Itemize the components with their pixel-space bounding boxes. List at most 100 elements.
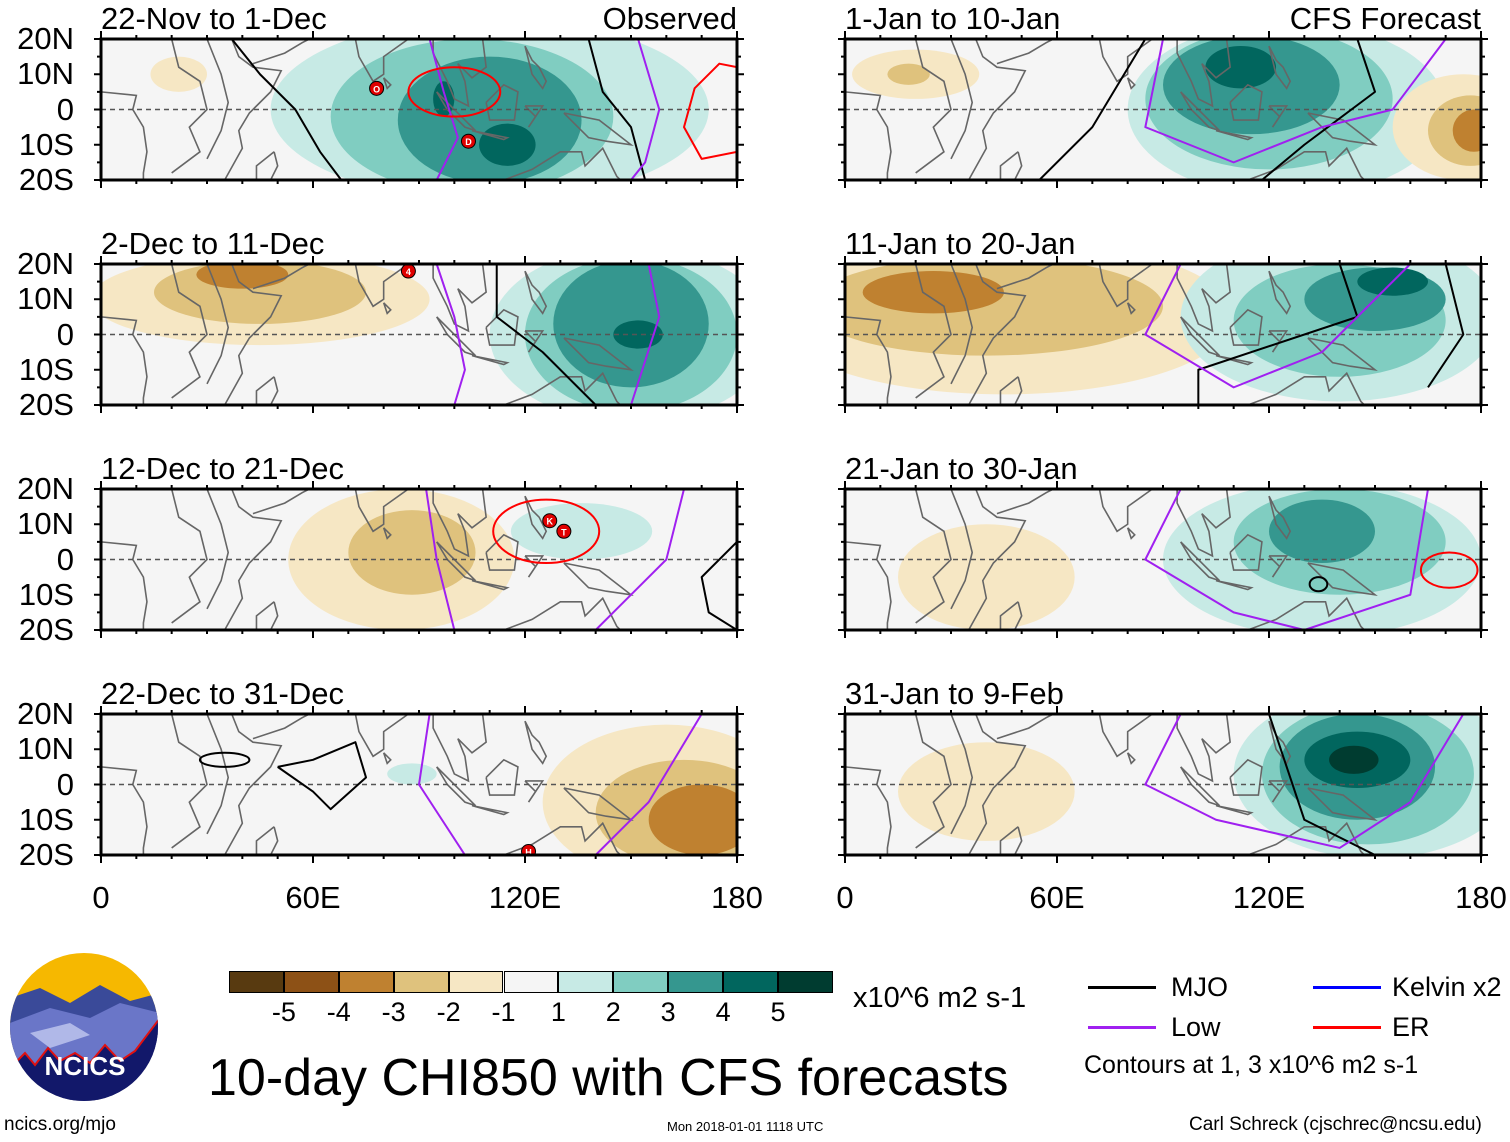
coastline bbox=[252, 39, 310, 65]
panel-title: 1-Jan to 10-Jan bbox=[845, 1, 1061, 36]
storm-marker: 4 bbox=[400, 264, 416, 279]
coastline bbox=[1126, 77, 1136, 90]
coastline bbox=[999, 151, 1023, 180]
timestamp: Mon 2018-01-01 1118 UTC bbox=[667, 1119, 824, 1134]
colorbar-label: 3 bbox=[660, 997, 676, 1027]
coastline bbox=[503, 821, 621, 855]
author-credit: Carl Schreck (cjschrec@ncsu.edu) bbox=[1189, 1114, 1482, 1135]
coastline bbox=[1307, 337, 1378, 371]
low-contour bbox=[425, 489, 456, 630]
coastline bbox=[563, 337, 634, 371]
coastline bbox=[255, 826, 279, 855]
coastline bbox=[524, 270, 548, 315]
coastline bbox=[503, 146, 621, 180]
coastline bbox=[1176, 39, 1231, 108]
coastline bbox=[206, 39, 230, 160]
coastline bbox=[914, 714, 952, 849]
coastline bbox=[1215, 579, 1254, 591]
coastline bbox=[1268, 555, 1289, 578]
colorbar-swatch bbox=[558, 971, 614, 993]
colorbar-label: -2 bbox=[436, 997, 461, 1027]
ncics-logo: NCICS bbox=[10, 953, 158, 1101]
coastline bbox=[1126, 302, 1136, 315]
coastline bbox=[524, 555, 545, 578]
source-link[interactable]: ncics.org/mjo bbox=[4, 1114, 116, 1135]
coastline bbox=[1176, 264, 1231, 333]
coastline bbox=[967, 264, 1027, 405]
coastline bbox=[1268, 780, 1289, 803]
anomaly-region bbox=[648, 784, 737, 855]
coastline bbox=[1268, 495, 1292, 540]
colorbar-unit: x10^6 m2 s-1 bbox=[853, 982, 1027, 1014]
colorbar-swatch bbox=[778, 971, 833, 993]
coastline bbox=[170, 264, 208, 399]
coastline bbox=[435, 541, 477, 582]
coastline bbox=[471, 579, 510, 591]
panel-title: 21-Jan to 30-Jan bbox=[845, 451, 1078, 486]
lon-tick-label: 0 bbox=[836, 880, 854, 915]
coastline bbox=[845, 766, 892, 855]
panel-title: 12-Dec to 21-Dec bbox=[101, 451, 344, 486]
lat-tick-label: 0 bbox=[56, 541, 74, 577]
logo-text: NCICS bbox=[45, 1051, 126, 1081]
lat-tick-label: 10N bbox=[17, 281, 74, 317]
low-contour bbox=[435, 264, 466, 405]
low-contour bbox=[1144, 489, 1429, 630]
coastline bbox=[170, 39, 208, 174]
coastline bbox=[1215, 354, 1254, 366]
coastline bbox=[354, 714, 409, 758]
lat-tick-label: 10S bbox=[18, 351, 74, 387]
storm-label: T bbox=[561, 527, 567, 537]
mjo-contour bbox=[1197, 264, 1359, 405]
figure-title: 10-day CHI850 with CFS forecasts bbox=[208, 1049, 1009, 1107]
er-contour bbox=[683, 62, 737, 160]
coastline bbox=[1307, 787, 1378, 821]
coastline bbox=[1215, 804, 1254, 816]
er-contour bbox=[492, 498, 601, 565]
anomaly-region bbox=[898, 742, 1075, 841]
lon-tick-label: 60E bbox=[285, 880, 341, 915]
coastline bbox=[999, 826, 1023, 855]
low-contour bbox=[594, 489, 685, 630]
coastline bbox=[223, 489, 283, 630]
coastline bbox=[1126, 527, 1136, 540]
low-contour bbox=[1144, 264, 1412, 389]
legend-mjo-label: MJO bbox=[1171, 972, 1228, 1002]
coastline bbox=[1268, 270, 1292, 315]
storm-marker: O bbox=[369, 80, 385, 96]
mjo-contour bbox=[198, 751, 251, 768]
panel-title: 22-Nov to 1-Dec bbox=[101, 1, 327, 36]
coastline bbox=[914, 264, 952, 399]
anomaly-region bbox=[898, 524, 1075, 630]
coastline bbox=[101, 766, 148, 855]
coastline bbox=[914, 489, 952, 624]
coastline bbox=[1098, 489, 1153, 533]
coastline bbox=[1176, 714, 1231, 783]
anomaly-region bbox=[845, 264, 1163, 356]
lon-tick-label: 60E bbox=[1029, 880, 1085, 915]
colorbar-label: -5 bbox=[271, 997, 296, 1027]
lat-tick-label: 10N bbox=[17, 56, 74, 92]
colorbar-swatch bbox=[448, 971, 504, 993]
coastline bbox=[432, 489, 487, 558]
coastline bbox=[563, 562, 634, 596]
coastline bbox=[524, 720, 548, 765]
legend-low-line bbox=[1088, 1026, 1156, 1029]
lat-tick-label: 20N bbox=[17, 696, 74, 731]
colorbar-swatch bbox=[723, 971, 778, 993]
mjo-contour bbox=[230, 39, 343, 180]
mjo-contour bbox=[700, 541, 737, 630]
legend-kelvin-label: Kelvin x2 bbox=[1392, 972, 1502, 1002]
anomaly-region bbox=[348, 510, 476, 595]
lat-tick-label: 10S bbox=[18, 576, 74, 612]
coastline bbox=[1229, 83, 1263, 121]
coastline bbox=[1229, 308, 1263, 346]
coastline bbox=[101, 91, 148, 180]
coastline bbox=[524, 45, 548, 90]
lat-tick-label: 20N bbox=[17, 21, 74, 56]
lat-tick-label: 20S bbox=[18, 162, 74, 197]
mjo-contour bbox=[1268, 714, 1376, 855]
coastline bbox=[101, 316, 148, 405]
coastline bbox=[206, 489, 230, 610]
